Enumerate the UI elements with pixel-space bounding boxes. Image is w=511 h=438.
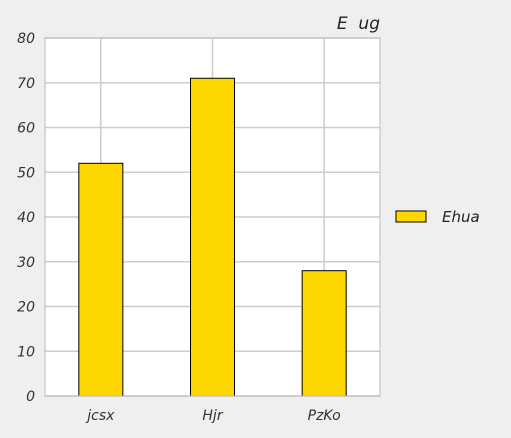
bar-PzKo bbox=[301, 270, 347, 397]
y-tick-label: 0 bbox=[26, 389, 35, 405]
y-tick-label: 10 bbox=[17, 344, 35, 360]
y-tick-label: 70 bbox=[17, 76, 35, 92]
y-tick-label: 30 bbox=[17, 255, 35, 271]
legend-swatch bbox=[395, 210, 427, 223]
chart-title: E ug bbox=[337, 14, 380, 34]
legend: Ehua bbox=[395, 208, 480, 226]
legend-label: Ehua bbox=[442, 208, 480, 226]
y-tick-label: 60 bbox=[17, 121, 35, 137]
x-tick-label: PzKo bbox=[308, 408, 341, 424]
bar-Hjr bbox=[190, 77, 235, 397]
x-tick-label: jcsx bbox=[85, 408, 115, 424]
y-tick-label: 40 bbox=[17, 210, 35, 226]
x-tick-label: Hjr bbox=[202, 408, 223, 424]
y-tick-label: 20 bbox=[17, 300, 35, 316]
bars bbox=[78, 77, 347, 397]
plot-frame bbox=[44, 37, 381, 397]
y-tick-label: 50 bbox=[17, 165, 35, 181]
y-tick-labels: 0 10 20 30 40 50 60 70 80 bbox=[17, 31, 35, 405]
bar-jcsx bbox=[78, 162, 124, 397]
x-tick-labels: jcsx Hjr PzKo bbox=[85, 408, 340, 424]
axes bbox=[44, 37, 381, 397]
y-tick-label: 80 bbox=[17, 31, 35, 47]
